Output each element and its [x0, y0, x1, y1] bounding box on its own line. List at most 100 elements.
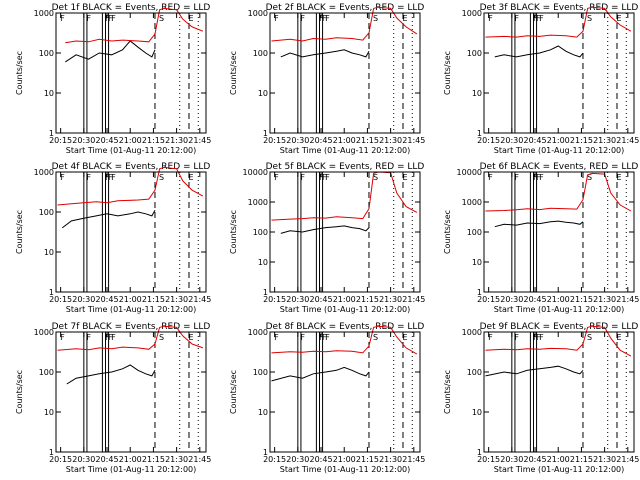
y-tick-label: 1000 — [462, 9, 482, 18]
plot-frame — [483, 331, 635, 453]
y-tick-label: 1000 — [34, 168, 54, 177]
y-tick-label: 10000 — [457, 168, 482, 177]
x-tick-label: 21:45 — [402, 295, 425, 304]
x-axis-label: Start Time (01-Aug-11 20:12:00) — [66, 465, 197, 474]
y-tick-label: 1000 — [248, 9, 268, 18]
y-tick-label: 100 — [467, 368, 482, 377]
x-tick-label: 21:00 — [119, 136, 142, 145]
events-series-line — [280, 225, 370, 234]
plot-frame — [269, 12, 421, 134]
marker-label: S — [587, 173, 592, 182]
x-tick-label: 21:00 — [119, 295, 142, 304]
y-tick-label: 100 — [253, 49, 268, 58]
chart-title: Det 5f BLACK = Events, RED = LLD — [266, 162, 425, 172]
chart-title: Det 1f BLACK = Events, RED = LLD — [52, 3, 211, 13]
x-tick-label: 20:45 — [309, 295, 332, 304]
marker-label: F — [108, 333, 113, 342]
plot-frame — [55, 331, 207, 453]
marker-label: F — [105, 14, 110, 23]
x-tick-label: 20:45 — [95, 136, 118, 145]
marker-label: F — [319, 14, 324, 23]
y-axis-label: Counts/sec — [229, 370, 238, 414]
x-tick-label: 20:15 — [49, 455, 72, 464]
marker-label: E — [616, 333, 621, 342]
x-tick-label: 20:15 — [263, 295, 286, 304]
marker-label: F — [533, 173, 538, 182]
x-tick-label: 21:45 — [616, 295, 639, 304]
y-axis-label: Counts/sec — [229, 51, 238, 95]
x-tick-label: 20:45 — [309, 136, 332, 145]
events-series-line — [485, 365, 584, 377]
plot-frame — [269, 331, 421, 453]
x-tick-label: 21:15 — [142, 136, 165, 145]
lld-series-line — [65, 7, 204, 44]
y-tick-label: 1 — [49, 448, 54, 457]
y-axis-label: Counts/sec — [229, 210, 238, 254]
chart-title: Det 9f BLACK = Events, RED = LLD — [480, 322, 639, 332]
marker-label: S — [159, 173, 164, 182]
chart-title: Det 6f BLACK = Events, RED = LLD — [480, 162, 639, 172]
chart-title: Det 7f BLACK = Events, RED = LLD — [52, 322, 211, 332]
y-tick-label: 1 — [477, 448, 482, 457]
events-series-line — [66, 364, 156, 385]
marker-label: S — [159, 14, 164, 23]
marker-label: E — [616, 14, 621, 23]
marker-label: F — [300, 14, 305, 23]
x-tick-label: 20:15 — [477, 295, 500, 304]
plot-frame — [483, 171, 635, 293]
x-tick-label: 21:30 — [165, 455, 188, 464]
marker-label: F — [539, 14, 544, 23]
marker-label: S — [587, 14, 592, 23]
marker-label: F — [322, 173, 327, 182]
marker-label: F — [536, 14, 541, 23]
x-tick-label: 21:30 — [593, 295, 616, 304]
x-tick-label: 21:00 — [547, 295, 570, 304]
x-tick-label: 21:45 — [616, 455, 639, 464]
x-tick-label: 20:45 — [95, 295, 118, 304]
marker-label: F — [488, 14, 493, 23]
x-tick-label: 21:45 — [188, 136, 211, 145]
marker-label: F — [111, 333, 116, 342]
marker-label: F — [536, 173, 541, 182]
marker-label: F — [325, 173, 330, 182]
marker-label: F — [300, 333, 305, 342]
x-tick-label: 21:00 — [333, 295, 356, 304]
y-tick-label: 10 — [44, 89, 54, 98]
y-tick-label: 10 — [472, 408, 482, 417]
x-tick-label: 21:30 — [379, 136, 402, 145]
marker-label: F — [533, 14, 538, 23]
marker-label: F — [111, 14, 116, 23]
plot-frame — [483, 12, 635, 134]
x-tick-label: 21:30 — [593, 136, 616, 145]
x-axis-label: Start Time (01-Aug-11 20:12:00) — [280, 146, 411, 155]
x-axis-label: Start Time (01-Aug-11 20:12:00) — [494, 305, 625, 314]
marker-label: E — [188, 14, 193, 23]
x-tick-label: 21:15 — [356, 455, 379, 464]
x-tick-label: 21:00 — [547, 455, 570, 464]
plot-frame — [55, 171, 207, 293]
x-tick-label: 21:00 — [547, 136, 570, 145]
y-tick-label: 1 — [49, 288, 54, 297]
y-tick-label: 1 — [263, 288, 268, 297]
y-tick-label: 1000 — [248, 198, 268, 207]
y-tick-label: 100 — [253, 228, 268, 237]
y-axis-label: Counts/sec — [443, 370, 452, 414]
marker-label: F — [86, 173, 91, 182]
y-tick-label: 1000 — [248, 328, 268, 337]
marker-label: E — [616, 173, 621, 182]
events-series-line — [271, 366, 370, 382]
x-tick-label: 21:30 — [165, 295, 188, 304]
lld-series-line — [271, 171, 418, 221]
marker-label: F — [105, 173, 110, 182]
y-axis-label: Counts/sec — [443, 210, 452, 254]
x-tick-label: 21:00 — [333, 136, 356, 145]
x-tick-label: 20:45 — [523, 455, 546, 464]
y-axis-label: Counts/sec — [15, 370, 24, 414]
marker-label: F — [60, 333, 65, 342]
plot-frame — [269, 171, 421, 293]
